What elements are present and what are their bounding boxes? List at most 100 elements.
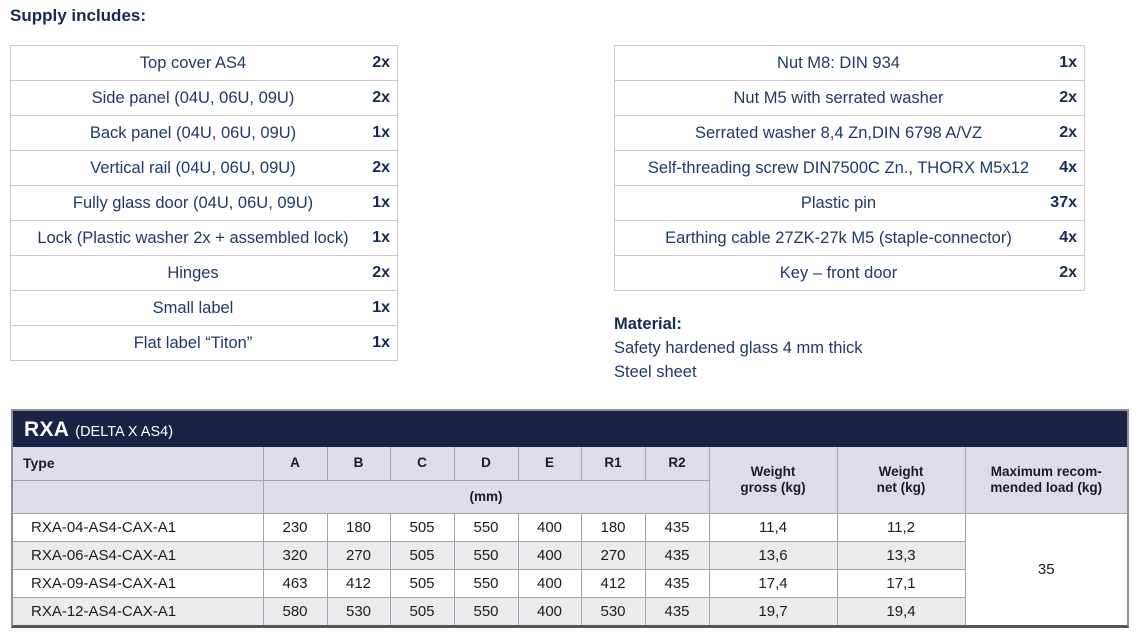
supply-list-right: Nut M8: DIN 934 1x Nut M5 with serrated … xyxy=(614,45,1085,291)
item-label: Side panel (04U, 06U, 09U) xyxy=(91,88,295,107)
cell-e: 400 xyxy=(517,540,582,570)
list-item: Back panel (04U, 06U, 09U) 1x xyxy=(11,116,397,151)
item-quantity: 1x xyxy=(372,334,390,351)
header-line: Weight xyxy=(750,463,796,479)
item-label: Plastic pin xyxy=(800,193,877,212)
cell-e: 400 xyxy=(517,512,582,542)
cell-weight-gross: 19,7 xyxy=(708,596,838,626)
spec-table-subtitle: (DELTA X AS4) xyxy=(75,424,174,440)
cell-d: 550 xyxy=(453,568,519,598)
item-quantity: 1x xyxy=(372,124,390,141)
item-quantity: 2x xyxy=(372,264,390,281)
cell-type: RXA-04-AS4-CAX-A1 xyxy=(12,512,264,542)
item-label: Hinges xyxy=(167,263,219,282)
item-label: Flat label “Titon” xyxy=(133,333,253,352)
item-quantity: 2x xyxy=(372,159,390,176)
cell-type: RXA-06-AS4-CAX-A1 xyxy=(12,540,264,570)
list-item: Flat label “Titon” 1x xyxy=(11,326,397,361)
cell-weight-net: 17,1 xyxy=(836,568,966,598)
list-item: Vertical rail (04U, 06U, 09U) 2x xyxy=(11,151,397,186)
list-item: Lock (Plastic washer 2x + assembled lock… xyxy=(11,221,397,256)
list-item: Side panel (04U, 06U, 09U) 2x xyxy=(11,81,397,116)
item-label: Small label xyxy=(152,298,234,317)
cell-type: RXA-12-AS4-CAX-A1 xyxy=(12,596,264,626)
spec-table-title: RXA xyxy=(24,418,70,441)
item-quantity: 2x xyxy=(372,89,390,106)
item-label: Key – front door xyxy=(779,263,898,282)
col-header-r1: R1 xyxy=(580,446,646,481)
list-item: Serrated washer 8,4 Zn,DIN 6798 A/VZ 2x xyxy=(615,116,1084,151)
col-header-c: C xyxy=(389,446,455,481)
cell-a: 463 xyxy=(262,568,328,598)
table-row: RXA-04-AS4-CAX-A1 230 180 505 550 400 18… xyxy=(12,512,1128,626)
cell-max-load: 35 xyxy=(964,512,1128,626)
cell-b: 412 xyxy=(326,568,391,598)
item-quantity: 4x xyxy=(1059,159,1077,176)
item-quantity: 2x xyxy=(1059,89,1077,106)
spec-table-title-bar: RXA (DELTA X AS4) xyxy=(13,411,1127,447)
material-line: Safety hardened glass 4 mm thick xyxy=(614,339,863,357)
item-label: Fully glass door (04U, 06U, 09U) xyxy=(72,193,314,212)
cell-b: 180 xyxy=(326,512,391,542)
header-line: mended load (kg) xyxy=(990,479,1103,495)
item-quantity: 1x xyxy=(372,229,390,246)
cell-weight-net: 19,4 xyxy=(836,596,966,626)
table-row: RXA-12-AS4-CAX-A1 580 530 505 550 400 53… xyxy=(12,596,1127,626)
col-header-b: B xyxy=(326,446,391,481)
cell-weight-gross: 13,6 xyxy=(708,540,838,570)
cell-r2: 435 xyxy=(644,596,710,626)
cell-r2: 435 xyxy=(644,512,710,542)
col-header-d: D xyxy=(453,446,519,481)
material-heading: Material: xyxy=(614,315,682,333)
header-line: net (kg) xyxy=(876,479,926,495)
col-header-weight-net: Weight net (kg) xyxy=(836,446,966,514)
item-label: Top cover AS4 xyxy=(139,53,247,72)
cell-d: 550 xyxy=(453,596,519,626)
cell-a: 580 xyxy=(262,596,328,626)
cell-d: 550 xyxy=(453,540,519,570)
list-item: Self-threading screw DIN7500C Zn., THORX… xyxy=(615,151,1084,186)
cell-e: 400 xyxy=(517,568,582,598)
cell-weight-net: 13,3 xyxy=(836,540,966,570)
list-item: Hinges 2x xyxy=(11,256,397,291)
header-line: Maximum recom- xyxy=(990,463,1102,479)
item-label: Earthing cable 27ZK-27k M5 (staple-conne… xyxy=(665,228,1012,247)
page-title: Supply includes: xyxy=(10,6,147,25)
cell-r2: 435 xyxy=(644,540,710,570)
list-item: Nut M8: DIN 934 1x xyxy=(615,46,1084,81)
item-quantity: 4x xyxy=(1059,229,1077,246)
item-quantity: 2x xyxy=(1059,264,1077,281)
list-item: Top cover AS4 2x xyxy=(11,46,397,81)
header-line: Weight xyxy=(878,463,924,479)
item-label: Self-threading screw DIN7500C Zn., THORX… xyxy=(647,158,1030,177)
item-label: Nut M8: DIN 934 xyxy=(777,53,900,72)
cell-c: 505 xyxy=(389,512,455,542)
col-header-max-load: Maximum recom- mended load (kg) xyxy=(964,446,1128,514)
item-quantity: 1x xyxy=(1059,54,1077,71)
list-item: Earthing cable 27ZK-27k M5 (staple-conne… xyxy=(615,221,1084,256)
item-label: Vertical rail (04U, 06U, 09U) xyxy=(90,158,296,177)
col-header-e: E xyxy=(517,446,582,481)
cell-type: RXA-09-AS4-CAX-A1 xyxy=(12,568,264,598)
col-header-type: Type xyxy=(12,446,264,481)
cell-b: 530 xyxy=(326,596,391,626)
item-quantity: 37x xyxy=(1050,194,1077,211)
item-quantity: 2x xyxy=(1059,124,1077,141)
cell-c: 505 xyxy=(389,596,455,626)
item-label: Back panel (04U, 06U, 09U) xyxy=(89,123,297,142)
list-item: Nut M5 with serrated washer 2x xyxy=(615,81,1084,116)
item-quantity: 1x xyxy=(372,299,390,316)
item-label: Lock (Plastic washer 2x + assembled lock… xyxy=(37,228,349,247)
col-header-r2: R2 xyxy=(644,446,710,481)
spec-table: RXA (DELTA X AS4) Type A B C D E R1 R2 W… xyxy=(11,409,1129,628)
cell-a: 230 xyxy=(262,512,328,542)
unit-label: (mm) xyxy=(262,479,710,514)
col-header-a: A xyxy=(262,446,328,481)
list-item: Fully glass door (04U, 06U, 09U) 1x xyxy=(11,186,397,221)
list-item: Small label 1x xyxy=(11,291,397,326)
cell-r1: 530 xyxy=(580,596,646,626)
cell-r1: 412 xyxy=(580,568,646,598)
cell-weight-gross: 11,4 xyxy=(708,512,838,542)
supply-list-left: Top cover AS4 2x Side panel (04U, 06U, 0… xyxy=(10,45,398,361)
list-item: Key – front door 2x xyxy=(615,256,1084,291)
